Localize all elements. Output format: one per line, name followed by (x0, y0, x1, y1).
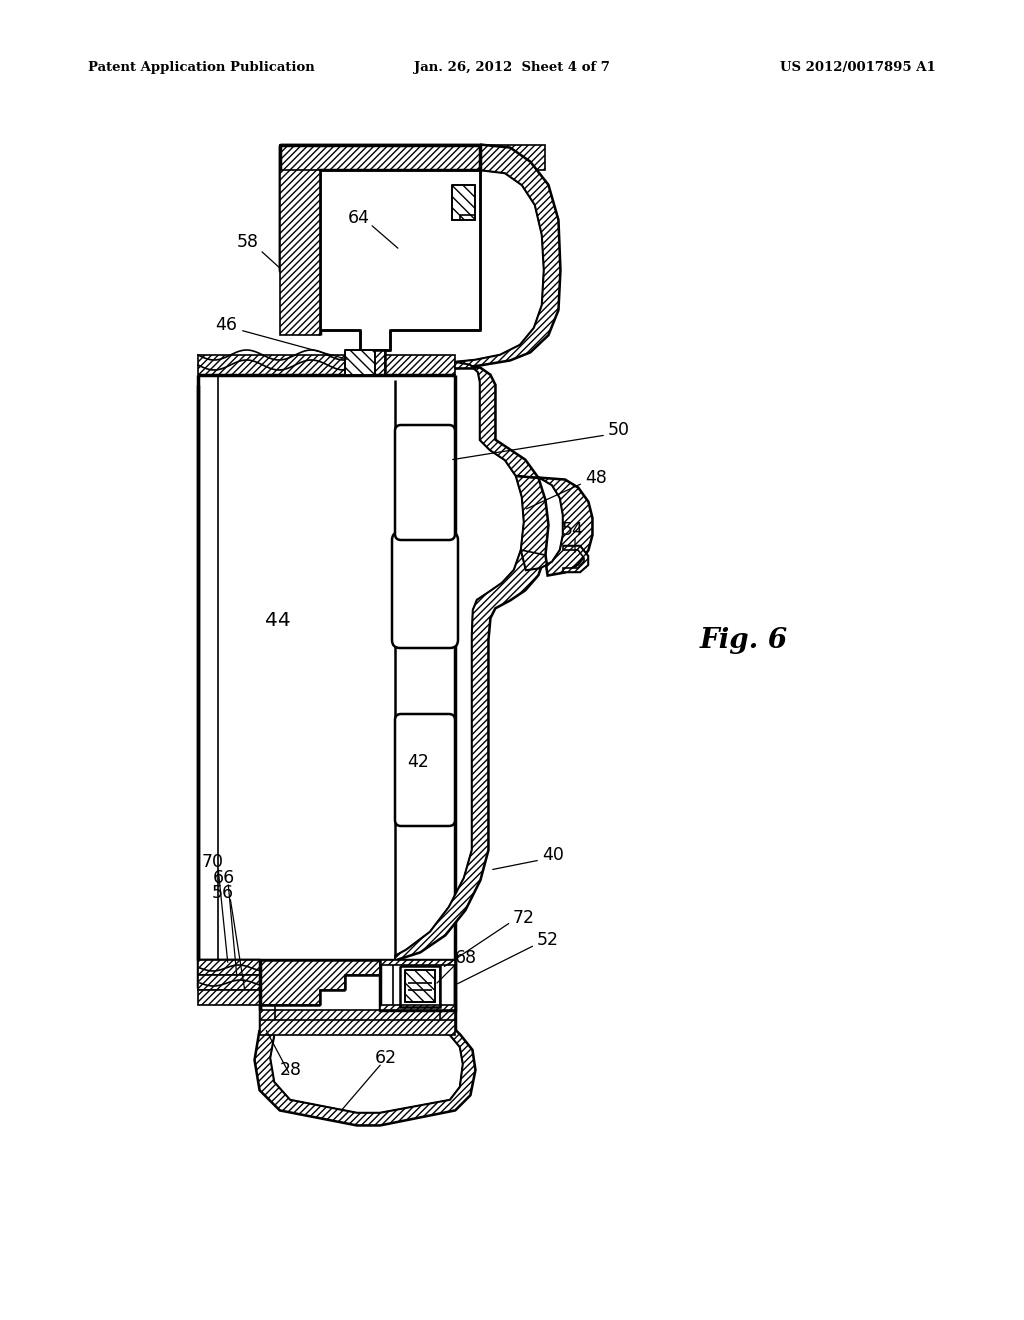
FancyBboxPatch shape (395, 425, 455, 540)
Polygon shape (260, 1010, 455, 1030)
Polygon shape (198, 990, 319, 1005)
Text: 52: 52 (537, 931, 559, 949)
Text: Fig. 6: Fig. 6 (700, 627, 788, 653)
Polygon shape (516, 477, 592, 576)
Text: 50: 50 (608, 421, 630, 440)
Polygon shape (395, 362, 548, 960)
Polygon shape (198, 960, 360, 975)
Polygon shape (345, 350, 375, 375)
Text: 48: 48 (585, 469, 607, 487)
Polygon shape (280, 145, 545, 170)
Polygon shape (255, 1030, 475, 1125)
Text: 72: 72 (513, 909, 535, 927)
Polygon shape (280, 170, 319, 335)
Polygon shape (280, 145, 480, 271)
Text: 70: 70 (202, 853, 224, 871)
Polygon shape (380, 1005, 455, 1010)
Polygon shape (260, 1020, 455, 1035)
Text: 56: 56 (212, 884, 234, 902)
Polygon shape (563, 546, 588, 572)
FancyBboxPatch shape (392, 532, 458, 648)
Polygon shape (455, 145, 560, 368)
Text: US 2012/0017895 A1: US 2012/0017895 A1 (780, 62, 936, 74)
Polygon shape (260, 960, 380, 1005)
Text: Patent Application Publication: Patent Application Publication (88, 62, 314, 74)
Text: 44: 44 (265, 610, 291, 630)
Text: Jan. 26, 2012  Sheet 4 of 7: Jan. 26, 2012 Sheet 4 of 7 (414, 62, 610, 74)
Text: 54: 54 (562, 521, 584, 539)
Text: 64: 64 (348, 209, 370, 227)
Text: 46: 46 (215, 315, 237, 334)
Text: 40: 40 (542, 846, 564, 865)
Text: 42: 42 (407, 752, 429, 771)
Text: 28: 28 (280, 1061, 302, 1078)
Text: 62: 62 (375, 1049, 397, 1067)
Polygon shape (380, 960, 455, 965)
Polygon shape (319, 170, 480, 350)
Polygon shape (452, 185, 475, 220)
Polygon shape (198, 975, 340, 990)
Text: 66: 66 (213, 869, 236, 887)
FancyBboxPatch shape (395, 714, 455, 826)
Text: 68: 68 (455, 949, 477, 968)
Polygon shape (406, 970, 435, 1002)
Text: 58: 58 (237, 234, 259, 251)
Polygon shape (198, 355, 455, 375)
Polygon shape (358, 350, 385, 375)
